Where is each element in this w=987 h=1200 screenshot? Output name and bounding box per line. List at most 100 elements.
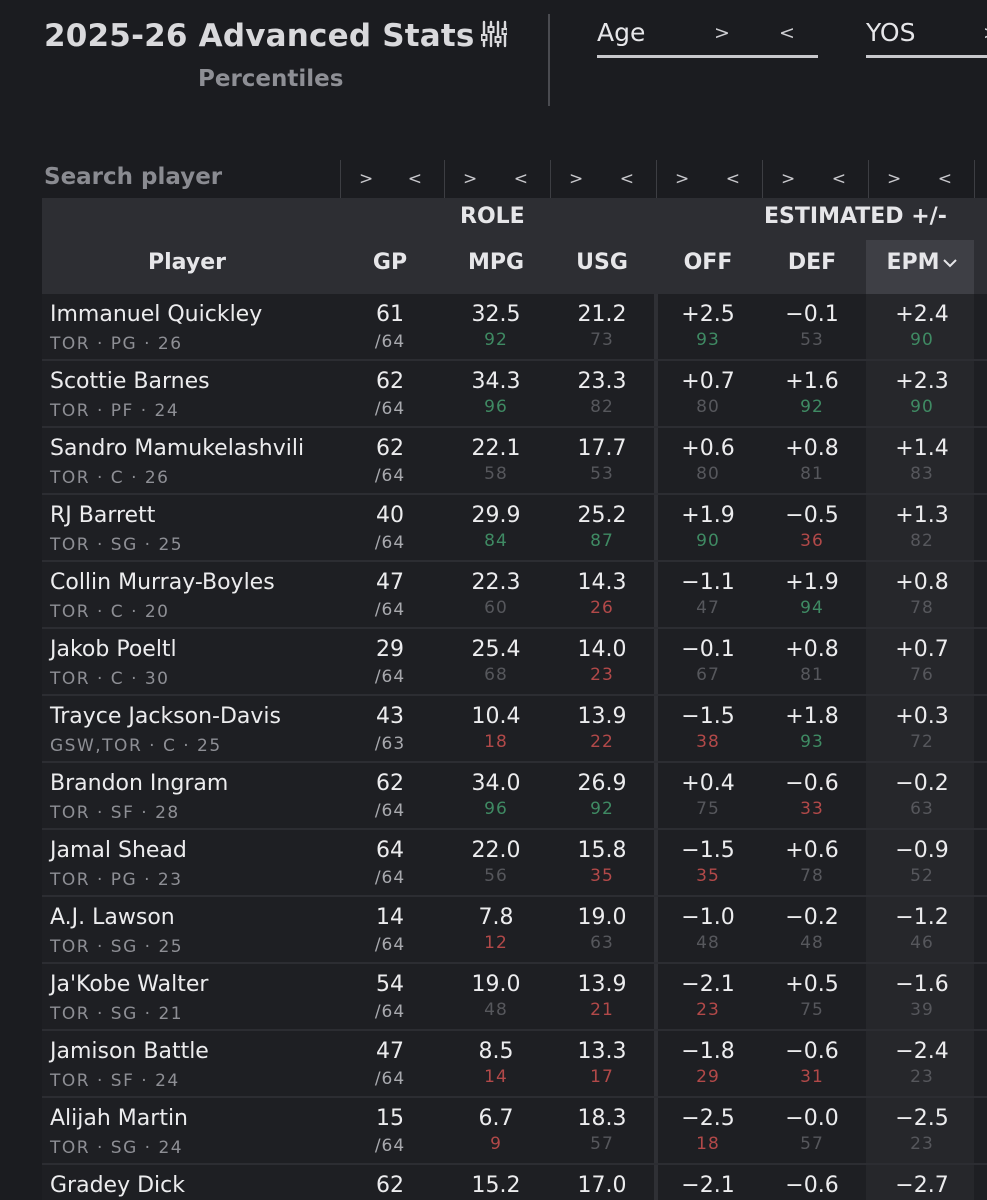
column-header-usg[interactable]: USG xyxy=(576,250,628,275)
usg-range-filter[interactable]: > < xyxy=(550,160,656,198)
off-range-filter[interactable]: > < xyxy=(656,160,762,198)
player-name[interactable]: Sandro Mamukelashvili xyxy=(50,436,305,461)
table-row[interactable]: Jamison Battle TOR · SF · 24 47/64 8.5 14 13.… xyxy=(42,1031,987,1098)
player-meta: TOR · PF · 24 xyxy=(50,401,180,421)
range-gt-arrow[interactable]: > xyxy=(463,169,478,189)
off-value: +0.4 xyxy=(681,771,735,796)
table-row[interactable]: Jamal Shead TOR · PG · 23 64/64 22.0 56 15.8 3… xyxy=(42,830,987,897)
range-gt-arrow[interactable]: > xyxy=(569,169,584,189)
column-group-divider xyxy=(654,897,658,962)
table-row[interactable]: Ja'Kobe Walter TOR · SG · 21 54/64 19.0 48 13… xyxy=(42,964,987,1031)
yos-min-arrow[interactable]: > xyxy=(983,22,987,44)
column-header-mpg[interactable]: MPG xyxy=(467,250,525,275)
def-percentile: 31 xyxy=(800,1067,824,1087)
epm-column-bg xyxy=(866,830,974,895)
table-row[interactable]: A.J. Lawson TOR · SG · 25 14/64 7.8 12 19.0 63… xyxy=(42,897,987,964)
range-gt-arrow[interactable]: > xyxy=(887,169,902,189)
def-percentile: 48 xyxy=(800,933,824,953)
epm-percentile: 39 xyxy=(910,1000,934,1020)
search-player-input[interactable]: Search player xyxy=(44,164,223,190)
player-name[interactable]: RJ Barrett xyxy=(50,503,156,528)
gp-range-filter[interactable]: > < xyxy=(340,160,444,198)
range-gt-arrow[interactable]: > xyxy=(781,169,796,189)
table-row[interactable]: Alijah Martin TOR · SG · 24 15/64 6.7 9 18.3 5… xyxy=(42,1098,987,1165)
column-header-off[interactable]: OFF xyxy=(683,250,733,275)
age-filter[interactable]: Age > < xyxy=(597,16,818,58)
range-lt-arrow[interactable]: < xyxy=(407,169,422,189)
player-name[interactable]: Scottie Barnes xyxy=(50,369,210,394)
table-row[interactable]: Trayce Jackson-Davis GSW,TOR · C · 25 43/6… xyxy=(42,696,987,763)
table-row[interactable]: RJ Barrett TOR · SG · 25 40/64 29.9 84 25.2 87… xyxy=(42,495,987,562)
column-header-def[interactable]: DEF xyxy=(787,250,837,275)
player-name[interactable]: Jamal Shead xyxy=(50,838,187,863)
player-name[interactable]: Jamison Battle xyxy=(50,1039,209,1064)
player-name[interactable]: Alijah Martin xyxy=(50,1106,188,1131)
player-name[interactable]: Jakob Poeltl xyxy=(50,637,177,662)
def-value: −0.2 xyxy=(785,905,839,930)
epm-percentile: 78 xyxy=(910,598,934,618)
column-group-divider xyxy=(654,830,658,895)
gp-value: 40 xyxy=(376,503,404,528)
range-lt-arrow[interactable]: < xyxy=(937,169,952,189)
off-percentile: 80 xyxy=(696,464,720,484)
off-value: −2.5 xyxy=(681,1106,735,1131)
table-row[interactable]: Scottie Barnes TOR · PF · 24 62/64 34.3 96 23… xyxy=(42,361,987,428)
epm-percentile: 90 xyxy=(910,397,934,417)
off-value: +1.9 xyxy=(681,503,735,528)
gp-value: 54 xyxy=(376,972,404,997)
epm-value: −2.4 xyxy=(895,1039,949,1064)
range-gt-arrow[interactable]: > xyxy=(675,169,690,189)
table-row[interactable]: Jakob Poeltl TOR · C · 30 29/64 25.4 68 14.0 2… xyxy=(42,629,987,696)
age-max-arrow[interactable]: < xyxy=(779,22,795,44)
range-lt-arrow[interactable]: < xyxy=(725,169,740,189)
epm-column-bg xyxy=(866,1165,974,1200)
epm-value: +1.3 xyxy=(895,503,949,528)
mpg-range-filter[interactable]: > < xyxy=(444,160,550,198)
range-lt-arrow[interactable]: < xyxy=(513,169,528,189)
table-row[interactable]: Collin Murray-Boyles TOR · C · 20 47/64 22.… xyxy=(42,562,987,629)
column-header-epm[interactable]: EPM xyxy=(872,250,972,275)
epm-range-filter[interactable]: > < xyxy=(868,160,974,198)
epm-column-bg xyxy=(866,696,974,761)
column-group-divider xyxy=(654,428,658,493)
def-range-filter[interactable]: > < xyxy=(762,160,868,198)
epm-column-bg xyxy=(866,763,974,828)
off-percentile: 23 xyxy=(696,1000,720,1020)
table-row[interactable]: Brandon Ingram TOR · SF · 28 62/64 34.0 96 26… xyxy=(42,763,987,830)
epm-percentile: 90 xyxy=(910,330,934,350)
column-group-divider xyxy=(654,294,658,359)
epm-column-bg xyxy=(866,428,974,493)
off-percentile: 47 xyxy=(696,598,720,618)
page-title: 2025-26 Advanced Stats xyxy=(44,18,509,56)
mpg-percentile: 9 xyxy=(490,1134,502,1154)
epm-value: −1.2 xyxy=(895,905,949,930)
gp-total: /64 xyxy=(374,868,406,888)
player-name[interactable]: Gradey Dick xyxy=(50,1173,185,1198)
filter-sliders-icon[interactable] xyxy=(480,20,509,56)
player-name[interactable]: Collin Murray-Boyles xyxy=(50,570,275,595)
age-min-arrow[interactable]: > xyxy=(714,22,730,44)
chevron-down-icon xyxy=(942,259,957,268)
range-lt-arrow[interactable]: < xyxy=(831,169,846,189)
gp-value: 47 xyxy=(376,1039,404,1064)
range-lt-arrow[interactable]: < xyxy=(619,169,634,189)
table-row[interactable]: Sandro Mamukelashvili TOR · C · 26 62/64 22… xyxy=(42,428,987,495)
column-group-divider xyxy=(654,964,658,1029)
player-name[interactable]: Trayce Jackson-Davis xyxy=(50,704,281,729)
yos-filter[interactable]: YOS > xyxy=(866,16,987,58)
column-header-gp[interactable]: GP xyxy=(372,250,408,275)
percentiles-toggle[interactable]: Percentiles xyxy=(198,66,344,92)
def-value: −0.1 xyxy=(785,302,839,327)
player-name[interactable]: Immanuel Quickley xyxy=(50,302,263,327)
player-name[interactable]: A.J. Lawson xyxy=(50,905,175,930)
gp-value: 61 xyxy=(376,302,404,327)
table-row[interactable]: Immanuel Quickley TOR · PG · 26 61/64 32.5 9… xyxy=(42,294,987,361)
table-row[interactable]: Gradey Dick 62 15.2 17.0 −2.1 −0.6 −2.7 xyxy=(42,1165,987,1200)
next-range-filter[interactable] xyxy=(974,160,987,198)
epm-column-bg xyxy=(866,629,974,694)
range-gt-arrow[interactable]: > xyxy=(359,169,374,189)
player-name[interactable]: Ja'Kobe Walter xyxy=(50,972,209,997)
player-name[interactable]: Brandon Ingram xyxy=(50,771,229,796)
column-header-player[interactable]: Player xyxy=(148,250,226,275)
player-meta: TOR · SG · 25 xyxy=(50,937,184,957)
